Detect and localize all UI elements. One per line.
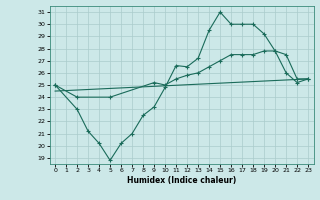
X-axis label: Humidex (Indice chaleur): Humidex (Indice chaleur) (127, 176, 236, 185)
